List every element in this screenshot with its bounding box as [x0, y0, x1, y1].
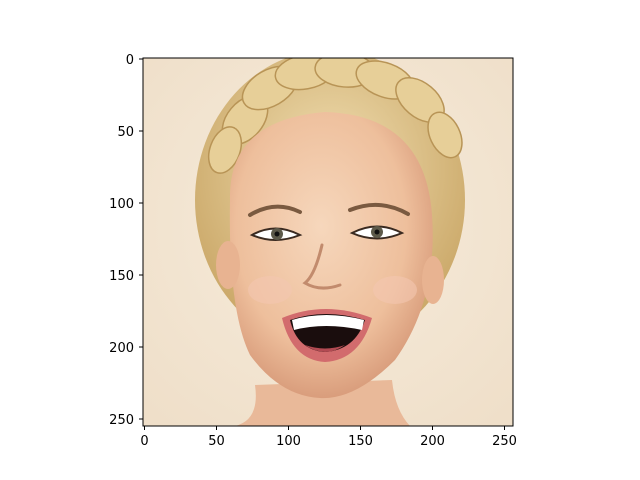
x-tick-label: 200	[420, 434, 445, 449]
y-axis: 0 50 100 150 200 250	[109, 53, 143, 428]
x-tick-label: 0	[140, 434, 148, 449]
portrait-image	[143, 58, 513, 426]
axes-frame	[142, 57, 514, 427]
x-tick-label: 100	[276, 434, 301, 449]
y-tick-label: 0	[126, 53, 134, 68]
y-tick-label: 50	[117, 125, 134, 140]
y-tick-label: 250	[109, 413, 134, 428]
y-tick-label: 150	[109, 269, 134, 284]
x-axis: 0 50 100 150 200 250	[140, 426, 517, 449]
y-tick-label: 200	[109, 341, 134, 356]
x-tick-label: 150	[348, 434, 373, 449]
x-tick-label: 250	[492, 434, 517, 449]
x-tick-label: 50	[208, 434, 225, 449]
y-tick-label: 100	[109, 197, 134, 212]
